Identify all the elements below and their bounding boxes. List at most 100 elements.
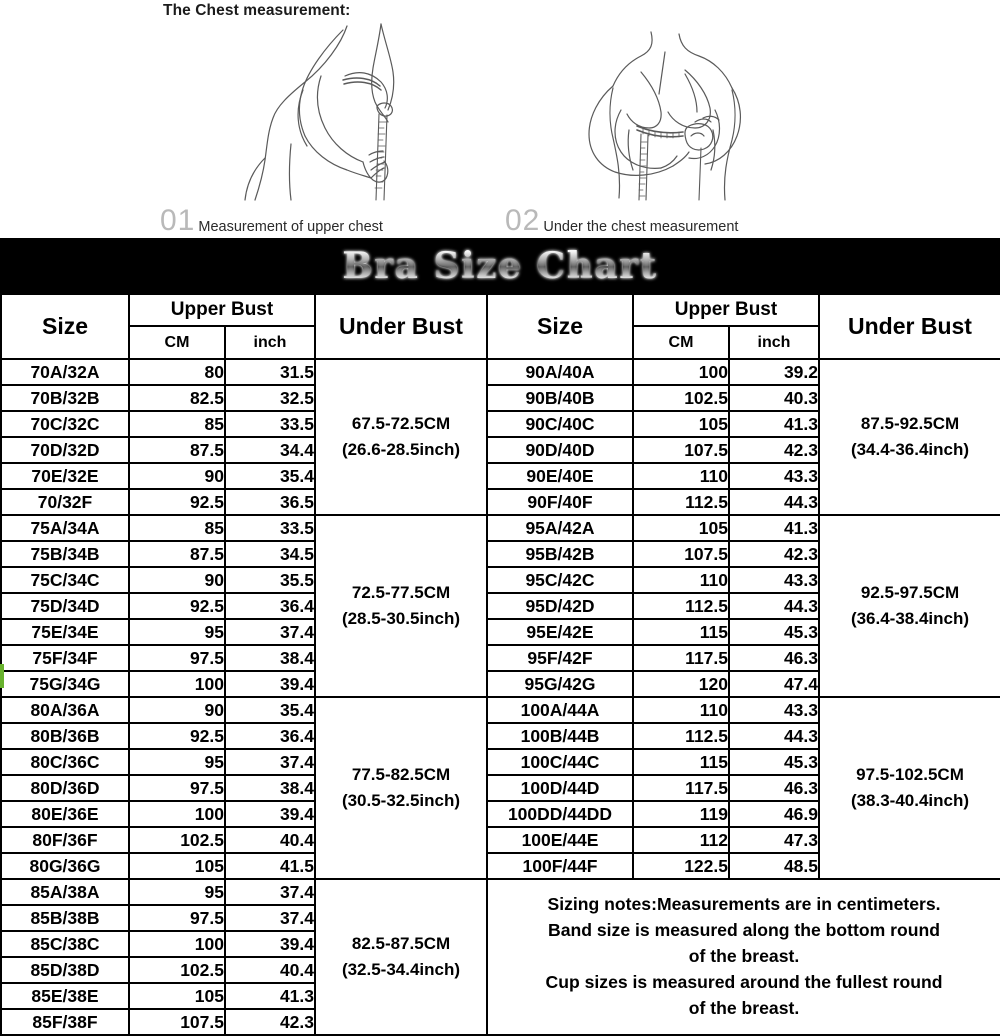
cell-size-left: 70/32F xyxy=(0,488,130,516)
cell-cm-left: 90 xyxy=(128,696,226,724)
cell-size-left: 75C/34C xyxy=(0,566,130,594)
cell-cm-left: 102.5 xyxy=(128,826,226,854)
table-row: 70C/32C 85 33.5 90C/40C 105 41.3 xyxy=(0,410,1000,438)
cell-size-right: 90D/40D xyxy=(486,436,634,464)
cell-cm-left: 107.5 xyxy=(128,1008,226,1036)
cell-inch-left: 35.4 xyxy=(224,696,316,724)
cell-size-left: 70E/32E xyxy=(0,462,130,490)
cell-cm-left: 92.5 xyxy=(128,722,226,750)
header-row-2: CM inch CM inch xyxy=(1,325,1000,360)
cell-size-right: 90C/40C xyxy=(486,410,634,438)
cell-inch-left: 35.4 xyxy=(224,462,316,490)
cell-cm-right: 110 xyxy=(632,462,730,490)
table-row: 85B/38B 97.5 37.4 xyxy=(0,904,1000,932)
col-header-upper-bust-right: Upper Bust xyxy=(632,293,820,327)
cell-size-right: 100C/44C xyxy=(486,748,634,776)
cell-inch-left: 39.4 xyxy=(224,930,316,958)
cell-cm-left: 87.5 xyxy=(128,436,226,464)
cell-cm-right: 107.5 xyxy=(632,436,730,464)
cell-size-left: 70D/32D xyxy=(0,436,130,464)
cell-cm-right: 110 xyxy=(632,566,730,594)
cell-inch-left: 39.4 xyxy=(224,800,316,828)
chest-measurement-caption: The Chest measurement: xyxy=(163,2,351,19)
cell-inch-right: 43.3 xyxy=(728,696,820,724)
cell-cm-right: 105 xyxy=(632,410,730,438)
table-row: 80E/36E 100 39.4 100DD/44DD 119 46.9 xyxy=(0,800,1000,828)
cell-cm-right: 112 xyxy=(632,826,730,854)
cell-cm-right: 117.5 xyxy=(632,774,730,802)
table-header: Size Upper Bust Under Bust Size Upper Bu… xyxy=(0,293,1000,360)
cell-inch-right: 42.3 xyxy=(728,540,820,568)
table-row: 85D/38D 102.5 40.4 xyxy=(0,956,1000,984)
step-02-text: Under the chest measurement xyxy=(543,218,739,235)
cell-size-right: 95C/42C xyxy=(486,566,634,594)
cell-size-left: 80D/36D xyxy=(0,774,130,802)
cell-cm-right: 115 xyxy=(632,748,730,776)
page-title: Bra Size Chart xyxy=(336,245,664,287)
cell-inch-right: 45.3 xyxy=(728,618,820,646)
cell-cm-left: 85 xyxy=(128,514,226,542)
cell-inch-right: 44.3 xyxy=(728,722,820,750)
cell-cm-left: 95 xyxy=(128,878,226,906)
cell-size-left: 70A/32A xyxy=(0,358,130,386)
cell-inch-left: 38.4 xyxy=(224,644,316,672)
cell-inch-right: 46.9 xyxy=(728,800,820,828)
cell-inch-left: 36.4 xyxy=(224,592,316,620)
cell-inch-left: 41.5 xyxy=(224,852,316,880)
cell-cm-left: 100 xyxy=(128,930,226,958)
cell-under-bust-left: 67.5-72.5CM (26.6-28.5inch) xyxy=(314,358,488,516)
cell-size-right: 100E/44E xyxy=(486,826,634,854)
cell-inch-left: 37.4 xyxy=(224,618,316,646)
sizing-notes: Sizing notes:Measurements are in centime… xyxy=(486,878,1000,1036)
step-02-label: 02 Under the chest measurement xyxy=(505,206,738,236)
cell-inch-left: 37.4 xyxy=(224,748,316,776)
table-row: 80G/36G 105 41.5 100F/44F 122.5 48.5 xyxy=(0,852,1000,880)
cell-inch-right: 48.5 xyxy=(728,852,820,880)
col-header-under-bust-right: Under Bust xyxy=(818,293,1000,360)
cell-under-bust-right: 92.5-97.5CM (36.4-38.4inch) xyxy=(818,514,1000,698)
cell-size-right: 95G/42G xyxy=(486,670,634,698)
table-row: 80A/36A 90 35.4 77.5-82.5CM (30.5-32.5inch) 1… xyxy=(0,696,1000,880)
cell-inch-left: 33.5 xyxy=(224,410,316,438)
table-row: 85C/38C 100 39.4 xyxy=(0,930,1000,958)
table-body: 70A/32A 80 31.5 67.5-72.5CM (26.6-28.5inch) 9… xyxy=(0,358,1000,1036)
cell-size-left: 80E/36E xyxy=(0,800,130,828)
table-row: 70/32F 92.5 36.5 90F/40F 112.5 44.3 xyxy=(0,488,1000,516)
size-table-wrap: Size Upper Bust Under Bust Size Upper Bu… xyxy=(0,293,1000,1036)
cell-cm-right: 115 xyxy=(632,618,730,646)
cell-inch-left: 40.4 xyxy=(224,956,316,984)
table-row: 80D/36D 97.5 38.4 100D/44D 117.5 46.3 xyxy=(0,774,1000,802)
upper-chest-measurement-illustration xyxy=(195,18,495,203)
table-row: 80F/36F 102.5 40.4 100E/44E 112 47.3 xyxy=(0,826,1000,854)
cell-inch-left: 34.4 xyxy=(224,436,316,464)
cell-under-bust-right: 97.5-102.5CM (38.3-40.4inch) xyxy=(818,696,1000,880)
col-header-inch-right: inch xyxy=(728,325,820,360)
cell-inch-left: 42.3 xyxy=(224,1008,316,1036)
table-row: 70E/32E 90 35.4 90E/40E 110 43.3 xyxy=(0,462,1000,490)
cell-under-bust-left: 72.5-77.5CM (28.5-30.5inch) xyxy=(314,514,488,698)
cell-size-right: 100D/44D xyxy=(486,774,634,802)
cell-size-left: 80C/36C xyxy=(0,748,130,776)
cell-size-left: 80G/36G xyxy=(0,852,130,880)
cell-inch-left: 37.4 xyxy=(224,904,316,932)
cell-cm-right: 112.5 xyxy=(632,488,730,516)
col-header-upper-bust-left: Upper Bust xyxy=(128,293,316,327)
under-bust-measurement-illustration xyxy=(555,18,855,203)
cell-inch-right: 47.4 xyxy=(728,670,820,698)
cell-size-right: 95B/42B xyxy=(486,540,634,568)
table-row: 80B/36B 92.5 36.4 100B/44B 112.5 44.3 xyxy=(0,722,1000,750)
cell-inch-left: 36.4 xyxy=(224,722,316,750)
cell-inch-left: 33.5 xyxy=(224,514,316,542)
table-row: 85A/38A 95 37.4 82.5-87.5CM (32.5-34.4inch) S… xyxy=(0,878,1000,1036)
table-row: 80C/36C 95 37.4 100C/44C 115 45.3 xyxy=(0,748,1000,776)
cell-inch-right: 44.3 xyxy=(728,488,820,516)
cell-size-left: 85D/38D xyxy=(0,956,130,984)
cell-inch-left: 40.4 xyxy=(224,826,316,854)
cell-cm-left: 95 xyxy=(128,618,226,646)
cell-size-right: 100A/44A xyxy=(486,696,634,724)
cell-cm-right: 117.5 xyxy=(632,644,730,672)
cell-size-left: 75G/34G xyxy=(0,670,130,698)
cell-size-right: 90A/40A xyxy=(486,358,634,386)
cell-inch-left: 32.5 xyxy=(224,384,316,412)
